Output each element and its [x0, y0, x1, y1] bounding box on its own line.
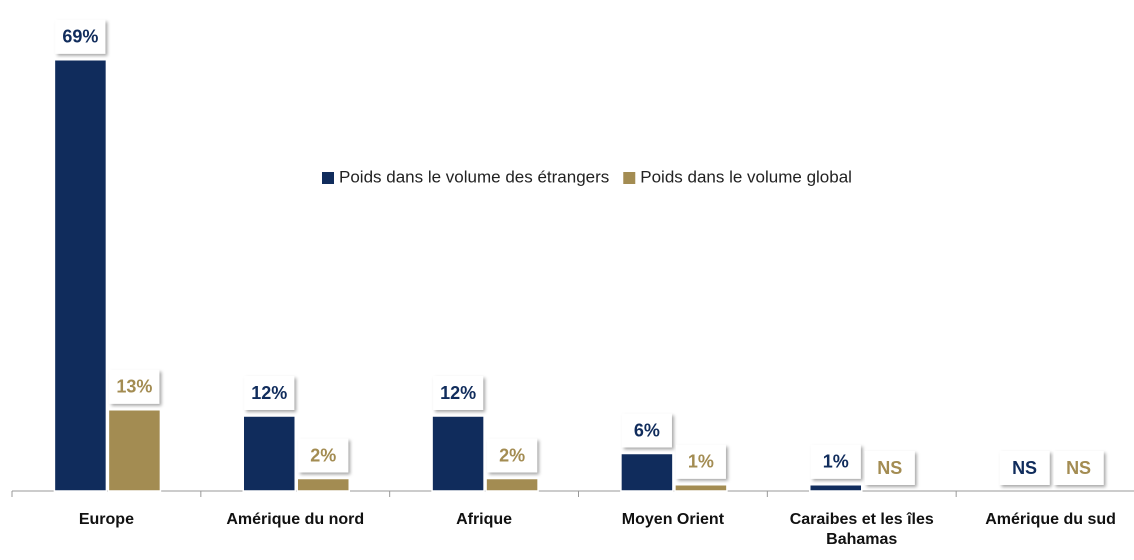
bar: [296, 477, 350, 492]
bar: [809, 484, 863, 492]
data-label: 12%: [251, 383, 287, 403]
data-label: 12%: [440, 383, 476, 403]
data-label-group: NS: [1053, 451, 1104, 485]
x-tick-label: Afrique: [456, 511, 513, 528]
x-tick-label: Caraibes et les îles Bahamas: [789, 511, 934, 548]
data-label-box: [487, 438, 538, 473]
bar: [107, 409, 162, 492]
data-label: NS: [1012, 458, 1037, 478]
data-label-group: 69%: [55, 19, 106, 54]
data-label-group: 1%: [675, 444, 726, 479]
data-label-group: 13%: [109, 369, 160, 404]
data-label-box: [999, 451, 1050, 485]
data-label-group: NS: [864, 451, 915, 485]
data-label: 2%: [499, 445, 525, 465]
data-label-box: [109, 369, 160, 404]
legend-label: Poids dans le volume global: [640, 167, 852, 186]
bar: [485, 477, 539, 492]
data-label-group: NS: [999, 451, 1050, 485]
data-label-box: [621, 413, 672, 448]
x-tick-label: Amérique du nord: [226, 511, 365, 528]
bar: [674, 484, 728, 492]
x-tick-label: Amérique du sud: [985, 511, 1116, 528]
bar: [242, 415, 296, 492]
x-tick-label: Europe: [78, 511, 134, 528]
data-label: NS: [877, 458, 902, 478]
data-label: 69%: [62, 27, 98, 47]
data-label-box: [244, 376, 295, 410]
data-label-box: [864, 451, 915, 485]
data-label-group: 2%: [298, 438, 349, 473]
legend-swatch: [322, 172, 334, 184]
data-label-box: [55, 19, 106, 54]
data-label: 2%: [310, 445, 336, 465]
data-label: 13%: [116, 377, 152, 397]
data-label: 1%: [823, 452, 849, 472]
data-label-box: [810, 444, 861, 479]
data-label-box: [1053, 451, 1104, 485]
data-label: 1%: [688, 452, 714, 472]
legend-label: Poids dans le volume des étrangers: [339, 167, 609, 186]
bar: [53, 59, 108, 492]
bar: [431, 415, 485, 492]
data-label-box: [433, 376, 484, 410]
data-label-group: 12%: [433, 376, 484, 410]
data-label-group: 2%: [487, 438, 538, 473]
data-label-box: [675, 444, 726, 479]
data-label: 6%: [634, 420, 660, 440]
data-label-box: [298, 438, 349, 473]
data-label: NS: [1066, 458, 1091, 478]
bar: [620, 452, 674, 492]
data-label-group: 1%: [810, 444, 861, 479]
data-label-group: 6%: [621, 413, 672, 448]
data-label-group: 12%: [244, 376, 295, 410]
legend-swatch: [623, 172, 636, 184]
x-tick-label: Moyen Orient: [621, 511, 725, 528]
